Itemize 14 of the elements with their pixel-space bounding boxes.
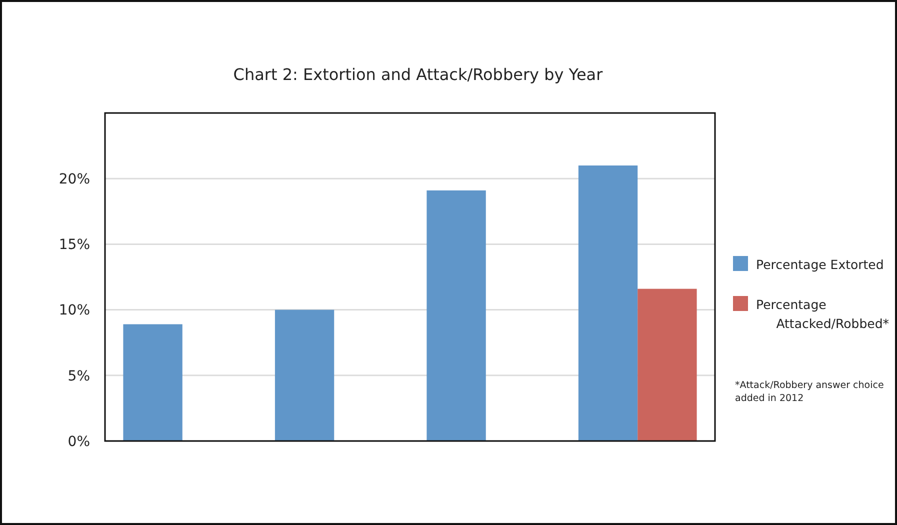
bar <box>578 165 638 441</box>
y-tick-label: 15% <box>58 237 90 254</box>
bar <box>426 190 486 441</box>
y-tick-label: 0% <box>68 434 90 450</box>
bar <box>638 288 697 441</box>
bar <box>123 324 182 441</box>
chart-title: Chart 2: Extortion and Attack/Robbery by Year <box>233 65 604 84</box>
legend-label: Percentage Extorted <box>756 257 884 272</box>
y-tick-label: 10% <box>58 302 90 319</box>
y-tick-label: 5% <box>68 368 90 384</box>
legend-label: Percentage Attacked/Robbed* <box>756 297 889 331</box>
text: *Attack/Robbery answer choice added in 2012 <box>735 380 884 404</box>
y-tick-label: 20% <box>58 172 90 188</box>
bar <box>274 310 334 441</box>
